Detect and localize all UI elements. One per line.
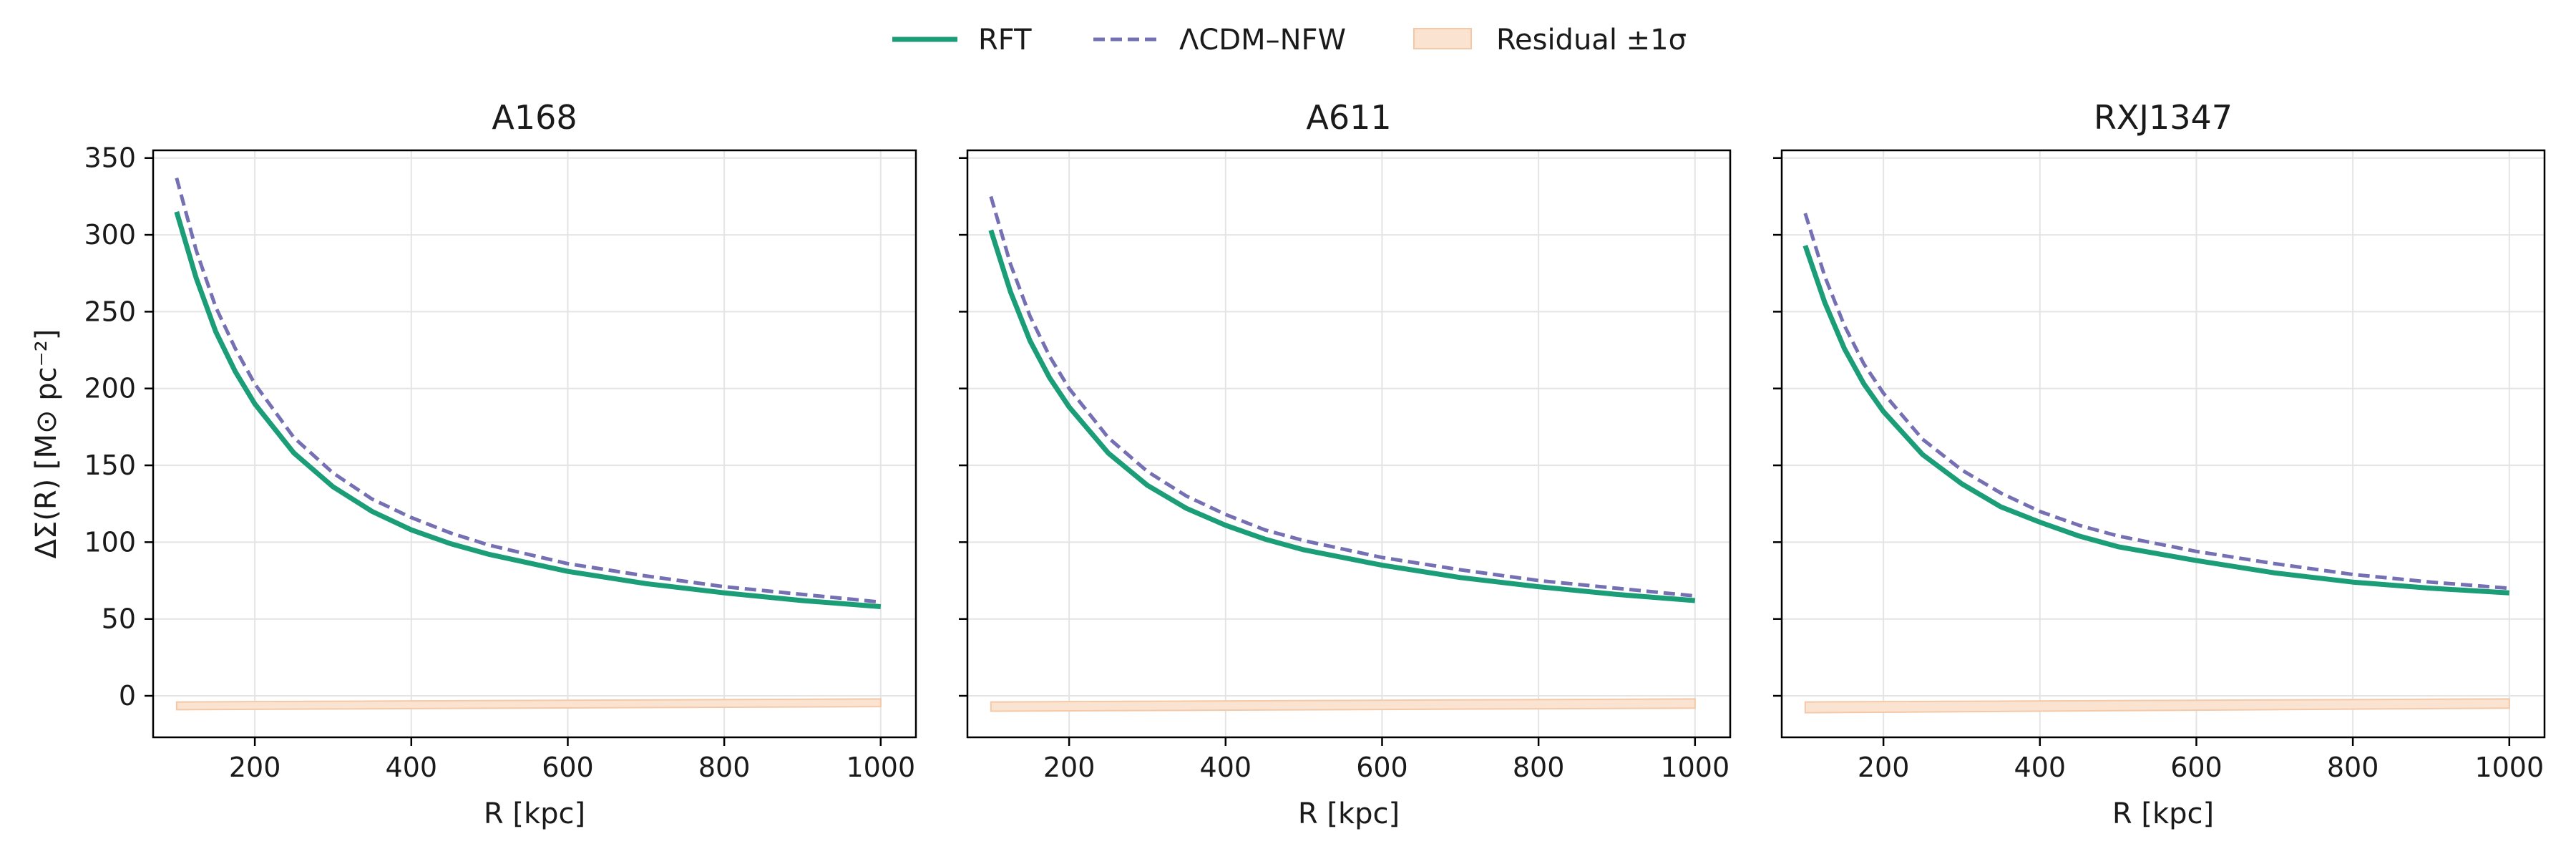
x-axis-label: R [kpc] — [2112, 797, 2214, 830]
legend-band-label: Residual ±1σ — [1496, 24, 1687, 57]
x-tick-label: 200 — [1858, 752, 1910, 783]
x-axis-label: R [kpc] — [1298, 797, 1400, 830]
legend: RFT ΛCDM–NFW Residual ±1σ — [892, 24, 1687, 57]
panel-3: 200 400 600 800 1000 RXJ1347 R [kpc] — [1773, 98, 2546, 830]
rft-line — [988, 229, 1696, 603]
rft-line — [1802, 244, 2510, 596]
x-tick-label: 400 — [2014, 752, 2067, 783]
nfw-line — [175, 177, 882, 604]
plot-frame — [152, 149, 917, 739]
residual-band — [1804, 698, 2510, 714]
x-tick-label: 400 — [386, 752, 438, 783]
y-tick-label: 200 — [84, 373, 136, 404]
x-tick-label: 600 — [1356, 752, 1408, 783]
panel-title: A611 — [1306, 98, 1391, 137]
y-tick-label: 100 — [84, 526, 136, 558]
nfw-line — [989, 195, 1696, 598]
x-tick-label: 1000 — [2474, 752, 2544, 783]
plot-frame — [1780, 149, 2546, 739]
residual-band — [990, 698, 1696, 712]
y-tick-label: 50 — [102, 603, 136, 635]
panel-title: RXJ1347 — [2094, 98, 2233, 137]
x-tick-label: 400 — [1200, 752, 1252, 783]
y-axis-label: ΔΣ(R) [M⊙ pc⁻²] — [30, 329, 63, 559]
legend-nfw-label: ΛCDM–NFW — [1179, 24, 1346, 57]
x-tick-label: 800 — [698, 752, 751, 783]
x-tick-label: 800 — [1513, 752, 1565, 783]
y-tick-label: 300 — [84, 219, 136, 251]
y-tick-label: 250 — [84, 296, 136, 327]
legend-band-swatch — [1413, 28, 1472, 49]
x-tick-label: 1000 — [846, 752, 915, 783]
x-tick-label: 600 — [2170, 752, 2223, 783]
legend-rft-label: RFT — [978, 24, 1032, 57]
y-tick-label: 0 — [119, 680, 136, 712]
rft-line — [174, 210, 882, 609]
x-tick-label: 800 — [2327, 752, 2379, 783]
x-tick-label: 200 — [229, 752, 281, 783]
y-tick-label: 150 — [84, 450, 136, 481]
residual-band — [175, 698, 882, 711]
panel-1: 200 400 600 800 1000 0 50 100 150 200 250 300 350 A16… — [30, 98, 917, 830]
x-tick-label: 1000 — [1660, 752, 1729, 783]
y-tick-label: 350 — [84, 142, 136, 174]
plot-frame — [966, 149, 1732, 739]
x-axis-label: R [kpc] — [484, 797, 585, 830]
x-tick-label: 200 — [1043, 752, 1096, 783]
nfw-line — [1803, 213, 2509, 591]
panel-2: 200 400 600 800 1000 A611 R [kpc] — [959, 98, 1732, 830]
grid — [153, 150, 916, 737]
grid — [1782, 150, 2545, 737]
x-tick-label: 600 — [542, 752, 594, 783]
grid — [967, 150, 1730, 737]
panel-title: A168 — [492, 98, 577, 137]
